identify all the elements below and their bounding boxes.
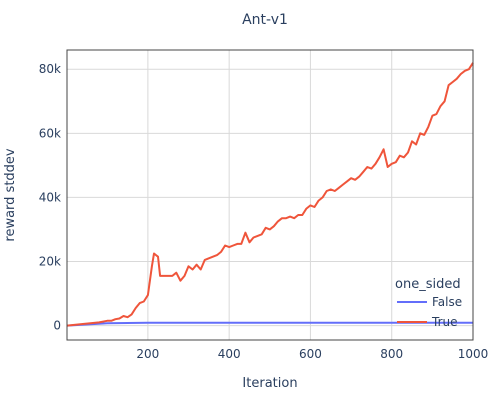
x-tick-label: 1000 <box>458 347 489 361</box>
y-tick-label: 0 <box>53 319 61 333</box>
x-tick-label: 800 <box>380 347 403 361</box>
y-axis-title: reward stddev <box>3 148 18 242</box>
x-tick-labels: 200 400 600 800 1000 <box>136 347 488 361</box>
y-tick-label: 60k <box>39 126 61 140</box>
chart-title: Ant-v1 <box>242 12 288 28</box>
x-tick-label: 600 <box>299 347 322 361</box>
series-layer <box>66 62 474 327</box>
y-tick-labels: 0 20k 40k 60k 80k <box>39 62 61 332</box>
y-gridlines <box>67 68 473 327</box>
x-tick-label: 200 <box>136 347 159 361</box>
plot-area <box>67 50 473 340</box>
y-tick-label: 80k <box>39 62 61 76</box>
y-tick-label: 40k <box>39 190 61 204</box>
series-line-false <box>66 321 473 327</box>
axis-frame <box>66 49 474 341</box>
x-tick-label: 400 <box>218 347 241 361</box>
x-axis-title: Iteration <box>242 376 297 391</box>
series-line-true <box>66 62 474 327</box>
axis-frame-border <box>66 49 474 341</box>
y-tick-label: 20k <box>39 254 61 268</box>
legend-label-false: False <box>432 295 462 309</box>
legend-label-true: True <box>431 315 458 329</box>
legend: one_sided False True <box>395 277 462 329</box>
legend-title: one_sided <box>395 277 461 292</box>
